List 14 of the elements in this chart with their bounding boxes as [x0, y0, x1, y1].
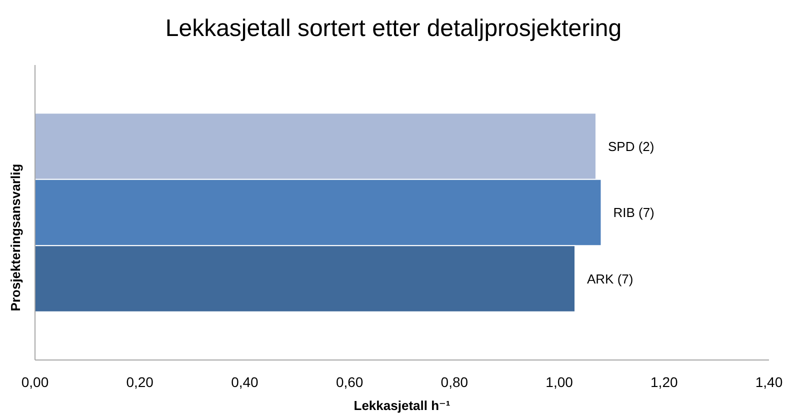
x-tick-label: 1,00: [546, 374, 574, 390]
chart-title: Lekkasjetall sortert etter detaljprosjektering: [165, 15, 622, 42]
x-tick-label: 0,60: [336, 374, 364, 390]
y-tick-label: ARK (7): [587, 271, 634, 286]
x-tick-label: 0,00: [21, 374, 49, 390]
y-tick-label: SPD (2): [608, 138, 654, 154]
x-tick-label: 0,80: [440, 374, 468, 390]
x-tick-label: 0,20: [126, 374, 154, 390]
x-axis-title: Lekkasjetall h⁻¹: [354, 398, 450, 413]
y-axis-title: Prosjekteringsansvarlig: [8, 164, 23, 312]
x-tick-label: 0,40: [231, 374, 259, 390]
x-tick-label: 1,20: [650, 374, 678, 390]
x-tick-label: 1,40: [755, 374, 783, 390]
y-tick-label: RIB (7): [613, 205, 654, 220]
